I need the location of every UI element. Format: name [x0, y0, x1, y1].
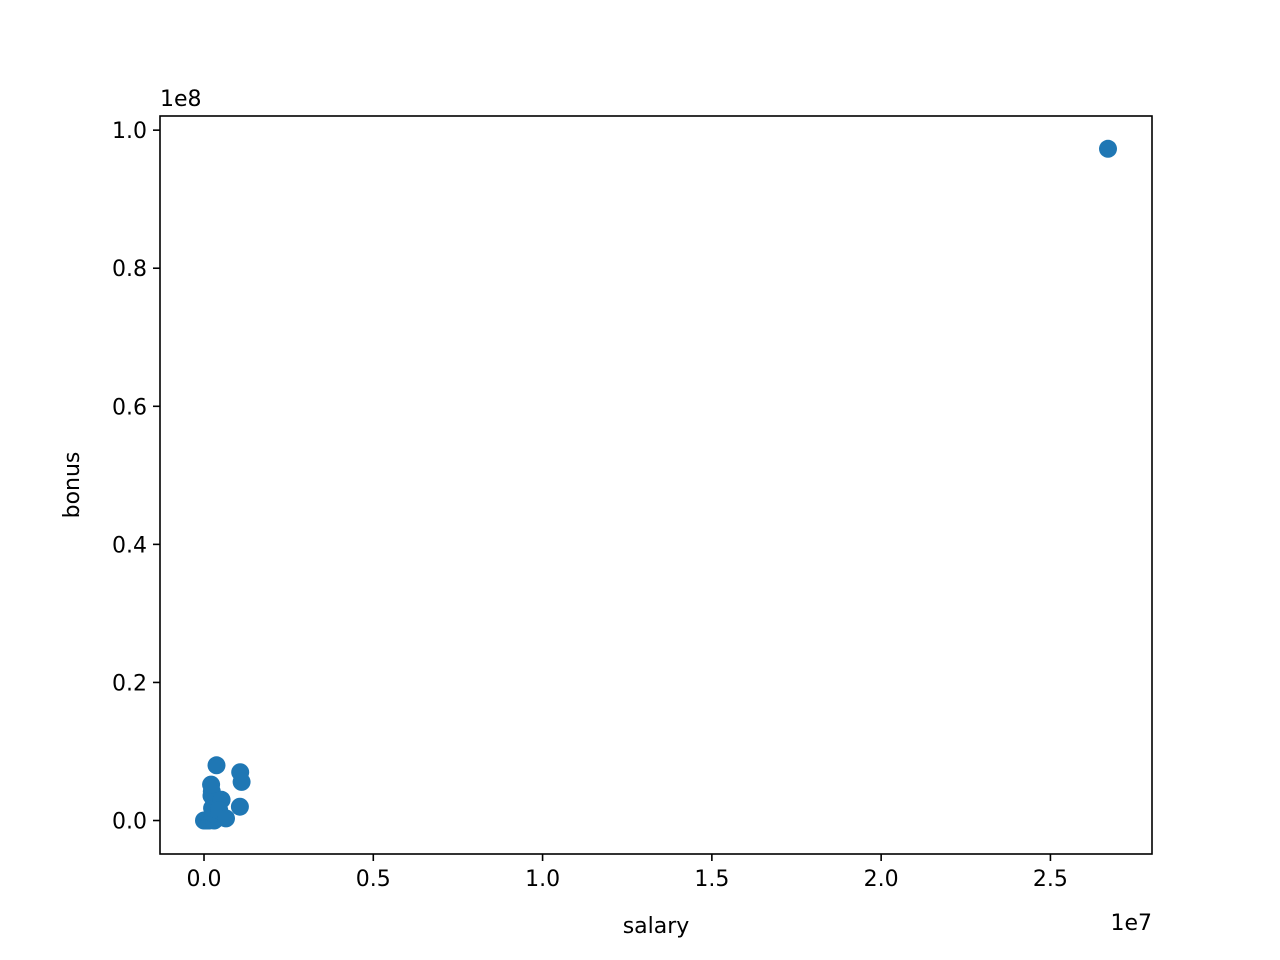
- x-axis-label: salary: [623, 914, 690, 939]
- scatter-point-13: [202, 775, 221, 794]
- plot-area: [160, 116, 1152, 854]
- y-axis-ticks: 0.0 0.2 0.4 0.6 0.8 1.0: [112, 119, 160, 835]
- x-tick-label-2: 1.0: [525, 867, 560, 892]
- plot-frame: [159, 115, 1153, 855]
- y-tick-label-1: 0.2: [112, 671, 147, 696]
- y-tick-label-5: 1.0: [112, 119, 147, 144]
- x-tick-label-0: 0.0: [187, 867, 222, 892]
- y-axis-offset-label: 1e8: [160, 87, 202, 112]
- x-tick-label-1: 0.5: [356, 867, 391, 892]
- scatter-point-20: [232, 772, 251, 791]
- y-tick-label-0: 0.0: [112, 810, 147, 835]
- y-axis-label: bonus: [60, 452, 85, 519]
- x-tick-label-5: 2.5: [1033, 867, 1068, 892]
- x-tick-label-4: 2.0: [864, 867, 899, 892]
- scatter-point-21: [1099, 139, 1117, 158]
- x-axis-offset-label: 1e7: [1110, 911, 1152, 936]
- scatter-point-14: [207, 756, 226, 775]
- scatter-point-18: [230, 797, 249, 816]
- data-points: [195, 139, 1117, 830]
- y-tick-label-4: 0.8: [112, 257, 147, 282]
- y-tick-label-2: 0.4: [112, 533, 147, 558]
- scatter-point-17: [217, 809, 235, 828]
- y-tick-label-3: 0.6: [112, 395, 147, 420]
- x-tick-label-3: 1.5: [694, 867, 729, 892]
- x-axis-ticks: 0.0 0.5 1.0 1.5 2.0 2.5: [187, 854, 1068, 892]
